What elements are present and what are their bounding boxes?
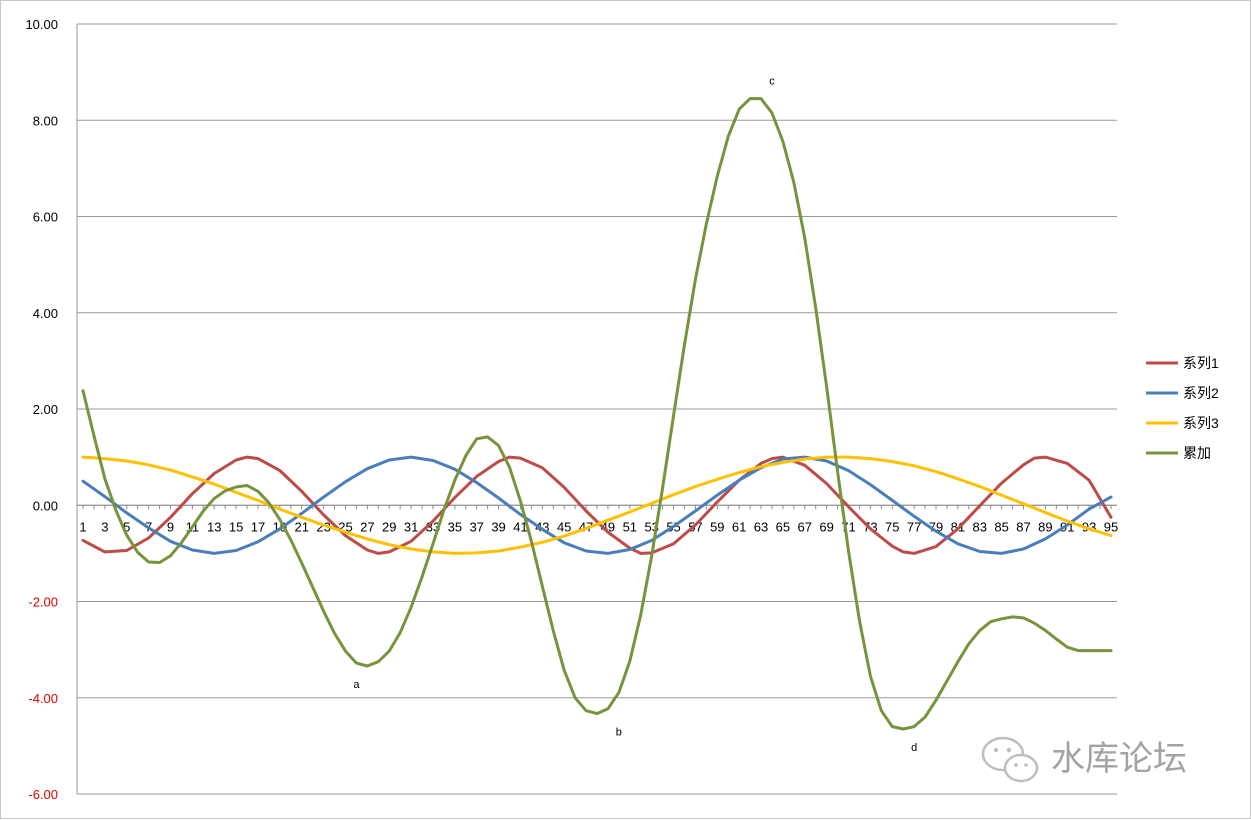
annotation-label: a <box>353 679 360 691</box>
x-tick-label: 83 <box>973 519 987 534</box>
x-tick-label: 89 <box>1038 519 1052 534</box>
x-tick-label: 21 <box>294 519 308 534</box>
annotation-label: d <box>911 742 917 754</box>
x-tick-label: 9 <box>167 519 174 534</box>
x-tick-label: 17 <box>251 519 265 534</box>
watermark-text: 水库论坛 <box>1051 740 1187 778</box>
x-tick-label: 3 <box>101 519 108 534</box>
annotation-label: b <box>616 727 622 739</box>
y-tick-label: -4.00 <box>28 691 58 706</box>
y-tick-label: 2.00 <box>33 402 58 417</box>
x-tick-label: 67 <box>798 519 812 534</box>
x-axis: 1 3 5 7 9 11 13 15 17 19 21 23 25 27 29 31 33 35 37 39 41 43 4… <box>77 504 1118 534</box>
x-tick-label: 69 <box>819 519 833 534</box>
legend-label: 累加 <box>1183 445 1211 461</box>
x-tick-label: 75 <box>885 519 899 534</box>
legend-label: 系列1 <box>1183 355 1219 371</box>
y-tick-label: 0.00 <box>33 498 58 513</box>
y-axis-ticks: 10.00 8.00 6.00 4.00 2.00 0.00 -2.00 -4.00 -6.00 <box>25 17 58 802</box>
series-lines <box>81 97 1113 731</box>
x-tick-label: 63 <box>754 519 768 534</box>
y-tick-label: 10.00 <box>25 17 58 32</box>
series-line-系列2 <box>81 455 1113 555</box>
wechat-icon <box>981 736 1039 783</box>
x-tick-label: 39 <box>491 519 505 534</box>
y-tick-label: 8.00 <box>33 113 58 128</box>
x-tick-label: 13 <box>207 519 221 534</box>
legend: 系列1 系列2 系列3 累加 <box>1146 355 1219 461</box>
x-tick-label: 95 <box>1104 519 1118 534</box>
x-tick-label: 87 <box>1016 519 1030 534</box>
y-tick-label: -2.00 <box>28 595 58 610</box>
x-tick-label: 1 <box>79 519 86 534</box>
legend-label: 系列3 <box>1183 415 1219 431</box>
y-tick-label: 6.00 <box>33 210 58 225</box>
watermark: 水库论坛 <box>981 736 1187 783</box>
y-tick-label: 4.00 <box>33 306 58 321</box>
gridlines <box>76 23 1117 795</box>
x-tick-label: 31 <box>404 519 418 534</box>
legend-label: 系列2 <box>1183 385 1219 401</box>
x-tick-label: 29 <box>382 519 396 534</box>
y-tick-label: -6.00 <box>28 787 58 802</box>
x-tick-label: 35 <box>448 519 462 534</box>
series-line-系列1 <box>81 455 1113 555</box>
x-tick-label: 65 <box>776 519 790 534</box>
series-line-系列3 <box>81 455 1113 555</box>
series-line-累加 <box>81 97 1113 731</box>
x-tick-label: 27 <box>360 519 374 534</box>
annotations: a b c d <box>353 76 917 754</box>
x-tick-label: 61 <box>732 519 746 534</box>
x-tick-label: 45 <box>557 519 571 534</box>
x-tick-label: 37 <box>469 519 483 534</box>
x-tick-label: 85 <box>994 519 1008 534</box>
x-tick-label: 41 <box>513 519 527 534</box>
annotation-label: c <box>769 76 775 88</box>
x-tick-label: 15 <box>229 519 243 534</box>
x-tick-label: 5 <box>123 519 130 534</box>
x-tick-label: 77 <box>907 519 921 534</box>
x-tick-label: 59 <box>710 519 724 534</box>
x-tick-label: 51 <box>623 519 637 534</box>
